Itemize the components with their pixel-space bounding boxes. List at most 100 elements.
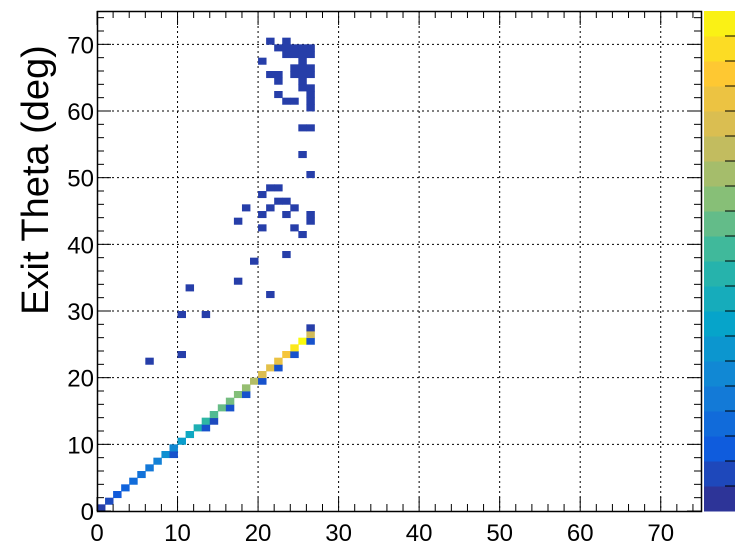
bin-34 bbox=[306, 44, 315, 52]
bin-71 bbox=[177, 437, 186, 445]
data-bins bbox=[97, 37, 315, 512]
colorbar-step-19 bbox=[704, 11, 735, 37]
colorbar-step-1 bbox=[704, 461, 735, 487]
bin-87 bbox=[266, 364, 275, 372]
bin-75 bbox=[201, 417, 211, 425]
bin-93 bbox=[298, 337, 307, 345]
x-tick-label-10: 10 bbox=[164, 520, 191, 547]
y-tick-label-10: 10 bbox=[67, 432, 94, 459]
bin-13 bbox=[290, 64, 299, 72]
bin-23 bbox=[298, 51, 307, 59]
bin-96 bbox=[306, 324, 315, 332]
x-tick-label-0: 0 bbox=[90, 520, 103, 547]
bin-29 bbox=[306, 91, 315, 99]
colorbar-step-12 bbox=[704, 186, 735, 212]
x-tick-label-40: 40 bbox=[406, 520, 433, 547]
bin-9 bbox=[282, 44, 291, 52]
bin-94 bbox=[306, 337, 315, 345]
bin-74 bbox=[201, 424, 211, 432]
x-tick-labels: 0 10 20 30 40 50 60 70 bbox=[90, 520, 674, 547]
bin-28 bbox=[306, 97, 315, 105]
bin-33 bbox=[306, 51, 315, 59]
bin-63 bbox=[121, 484, 130, 492]
bin-21 bbox=[298, 64, 307, 72]
colorbar-step-4 bbox=[704, 386, 735, 412]
bin-30 bbox=[306, 84, 315, 92]
bin-86 bbox=[258, 371, 267, 379]
bin-39 bbox=[185, 284, 195, 292]
bin-79 bbox=[225, 404, 235, 412]
bin-57 bbox=[258, 191, 267, 199]
colorbar-step-9 bbox=[704, 261, 735, 287]
bin-15 bbox=[290, 44, 299, 52]
bin-35 bbox=[145, 357, 154, 365]
bin-72 bbox=[185, 431, 195, 439]
bin-53 bbox=[306, 211, 315, 219]
bin-42 bbox=[266, 291, 275, 299]
x-tick-label-60: 60 bbox=[567, 520, 594, 547]
colorbar-step-7 bbox=[704, 311, 735, 337]
bin-50 bbox=[266, 204, 275, 212]
x-tick-label-30: 30 bbox=[325, 520, 352, 547]
bin-43 bbox=[282, 251, 291, 259]
bin-37 bbox=[177, 311, 186, 319]
bin-10 bbox=[282, 37, 291, 45]
bin-18 bbox=[298, 84, 307, 92]
y-tick-label-60: 60 bbox=[67, 99, 94, 126]
bin-64 bbox=[129, 477, 138, 485]
bin-3 bbox=[274, 91, 283, 99]
bin-58 bbox=[266, 184, 275, 192]
bin-61 bbox=[105, 497, 114, 505]
bin-16 bbox=[298, 151, 307, 159]
y-tick-label-50: 50 bbox=[67, 166, 94, 193]
bin-82 bbox=[241, 391, 251, 399]
colorbar-step-11 bbox=[704, 211, 735, 237]
x-tick-label-50: 50 bbox=[486, 520, 513, 547]
bin-45 bbox=[241, 204, 251, 212]
y-tick-label-40: 40 bbox=[67, 232, 94, 259]
bin-20 bbox=[298, 71, 307, 79]
bin-88 bbox=[274, 364, 283, 372]
bin-59 bbox=[274, 184, 283, 192]
bin-91 bbox=[290, 351, 299, 359]
bin-26 bbox=[306, 124, 315, 132]
bin-2 bbox=[266, 37, 275, 45]
colorbar-step-6 bbox=[704, 336, 735, 362]
bin-7 bbox=[282, 97, 291, 105]
color-scale-bar bbox=[704, 11, 735, 512]
colorbar-step-16 bbox=[704, 86, 735, 112]
x-tick-label-20: 20 bbox=[245, 520, 272, 547]
bin-8 bbox=[282, 51, 291, 59]
bin-14 bbox=[290, 51, 299, 59]
colorbar-step-15 bbox=[704, 111, 735, 137]
y-tick-label-0: 0 bbox=[81, 499, 94, 526]
bin-67 bbox=[153, 457, 162, 465]
bin-47 bbox=[290, 224, 299, 232]
y-tick-label-70: 70 bbox=[67, 32, 94, 59]
bin-56 bbox=[290, 204, 299, 212]
bin-95 bbox=[306, 331, 315, 339]
bin-41 bbox=[250, 257, 259, 265]
bin-60 bbox=[97, 504, 106, 512]
bin-19 bbox=[298, 77, 307, 85]
colorbar-step-0 bbox=[704, 486, 735, 512]
bin-81 bbox=[233, 391, 243, 399]
colorbar-step-18 bbox=[704, 36, 735, 62]
bin-22 bbox=[298, 57, 307, 65]
plot-frame bbox=[96, 10, 703, 513]
bin-11 bbox=[290, 97, 299, 105]
bin-90 bbox=[282, 351, 291, 359]
y-tick-label-30: 30 bbox=[67, 299, 94, 326]
y-axis-title: Exit Theta (deg) bbox=[15, 45, 57, 315]
bin-1 bbox=[266, 71, 275, 79]
bin-68 bbox=[161, 451, 170, 459]
bin-5 bbox=[274, 71, 283, 79]
colorbar-step-14 bbox=[704, 136, 735, 162]
y-tick-labels: 0 10 20 30 40 50 60 70 bbox=[67, 32, 94, 526]
bin-84 bbox=[250, 377, 259, 385]
bin-70 bbox=[169, 444, 178, 452]
bin-78 bbox=[217, 404, 227, 412]
colorbar-step-3 bbox=[704, 411, 735, 437]
bin-69 bbox=[169, 451, 178, 459]
